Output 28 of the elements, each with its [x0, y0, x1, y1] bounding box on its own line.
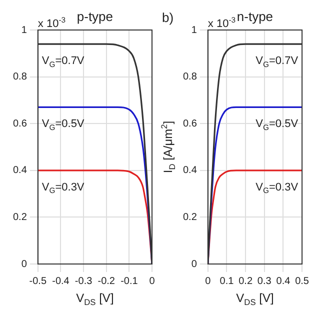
x-tick-label: -0.4: [52, 276, 70, 287]
x-tick-label: 0.4: [276, 276, 291, 287]
y-tick-label: 0.8: [12, 72, 28, 83]
y-tick-label: 0.4: [12, 165, 28, 176]
x-tick-label: -0.2: [98, 276, 116, 287]
y-tick-label: 1: [21, 24, 28, 36]
y-tick-label: 0: [191, 258, 198, 270]
x-tick-label: -0.1: [120, 276, 138, 287]
x-tick-label: 0: [205, 276, 212, 287]
y-tick-label: 1: [191, 24, 198, 36]
x-tick-label: 0.1: [220, 276, 234, 287]
y-tick-label: 0.2: [182, 212, 198, 223]
y-tick-label: 0: [21, 258, 28, 270]
x-tick-label: -0.5: [29, 276, 47, 287]
x-tick-label: 0.2: [238, 276, 253, 287]
y-tick-label: 0.6: [182, 118, 198, 130]
text: b): [162, 10, 174, 25]
y-tick-label: 0.8: [182, 72, 198, 83]
y-tick-label: 0.6: [12, 118, 28, 130]
x-tick-label: 0.3: [257, 276, 272, 287]
x-tick-label: 0: [149, 276, 156, 287]
chart-title: n-type: [236, 9, 274, 24]
x-tick-label: -0.3: [74, 276, 93, 287]
y-tick-label: 0.2: [12, 212, 28, 223]
chart-title: p-type: [76, 9, 114, 24]
y-axis-title: ID [A/μm2]: [159, 120, 177, 174]
y-tick-label: 0.4: [182, 165, 198, 176]
x-tick-label: 0.5: [295, 276, 310, 287]
